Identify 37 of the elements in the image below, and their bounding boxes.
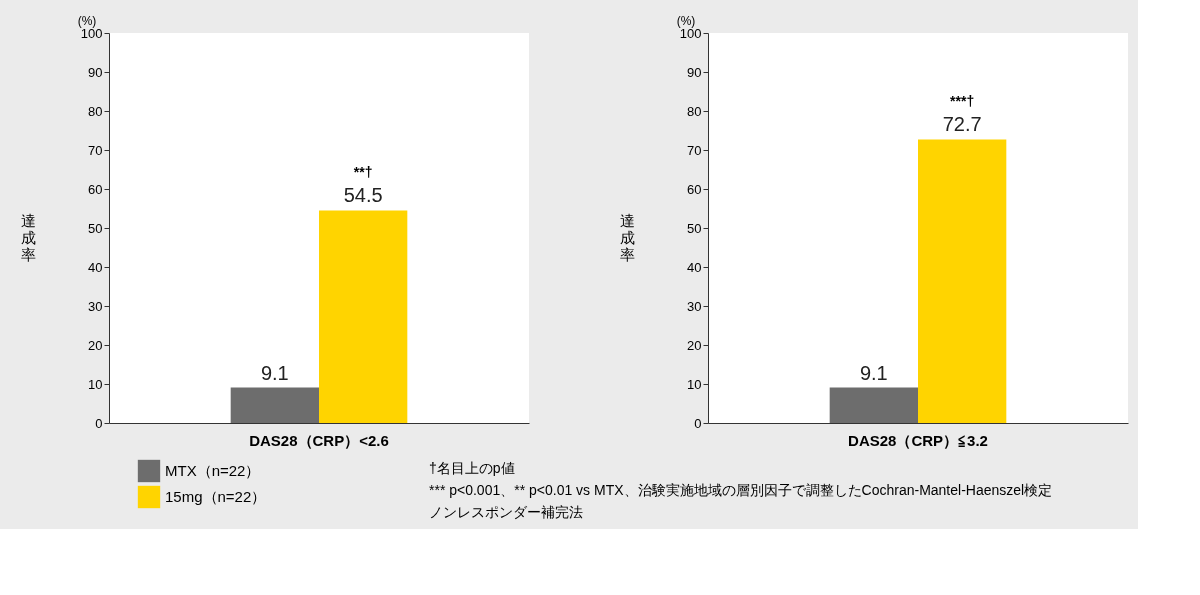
y-tick-label: 90 (88, 64, 103, 80)
y-tick-label: 90 (687, 64, 702, 80)
y-axis-title: 達成率 (620, 211, 636, 263)
y-tick-label: 0 (95, 415, 103, 431)
y-tick-label: 50 (88, 220, 103, 236)
data-label: 54.5 (343, 184, 383, 207)
y-tick-label: 70 (88, 142, 103, 158)
data-label: 72.7 (942, 113, 982, 136)
y-tick-label: 80 (88, 103, 103, 119)
y-tick-label: 60 (88, 181, 103, 197)
y-tick-label: 70 (687, 142, 702, 158)
x-tick-label: DAS28（CRP）<2.6 (249, 431, 389, 449)
y-tick-label: 20 (88, 337, 103, 353)
legend-label: MTX（n=22） (165, 462, 261, 479)
text: (%) (77, 14, 97, 28)
text: *** p<0.001、** p<0.01 vs MTX、治験実施地域の層別因子で調整したCochran-Mantel-Haenszel検定 (429, 482, 1053, 498)
y-tick-label: 50 (687, 220, 702, 236)
y-tick-label: 20 (687, 337, 702, 353)
x-tick-label: DAS28（CRP）≦3.2 (848, 431, 988, 449)
y-tick-label: 30 (687, 298, 702, 314)
y-tick-label: 40 (687, 259, 702, 275)
y-tick-label: 10 (88, 376, 103, 392)
data-label: 9.1 (260, 361, 289, 384)
legend-label: 15mg（n=22） (165, 488, 267, 505)
y-tick-label: 40 (88, 259, 103, 275)
annotation: ***† (950, 93, 975, 110)
annotation: **† (353, 164, 373, 181)
text: †名目上のp値 (429, 460, 515, 476)
y-tick-label: 10 (687, 376, 702, 392)
y-tick-label: 30 (88, 298, 103, 314)
text: (%) (676, 14, 696, 28)
y-axis-title: 達成率 (21, 211, 37, 263)
y-tick-label: 0 (694, 415, 702, 431)
y-tick-label: 60 (687, 181, 702, 197)
data-label: 9.1 (859, 361, 888, 384)
text: ノンレスポンダー補完法 (429, 504, 583, 520)
y-tick-label: 80 (687, 103, 702, 119)
